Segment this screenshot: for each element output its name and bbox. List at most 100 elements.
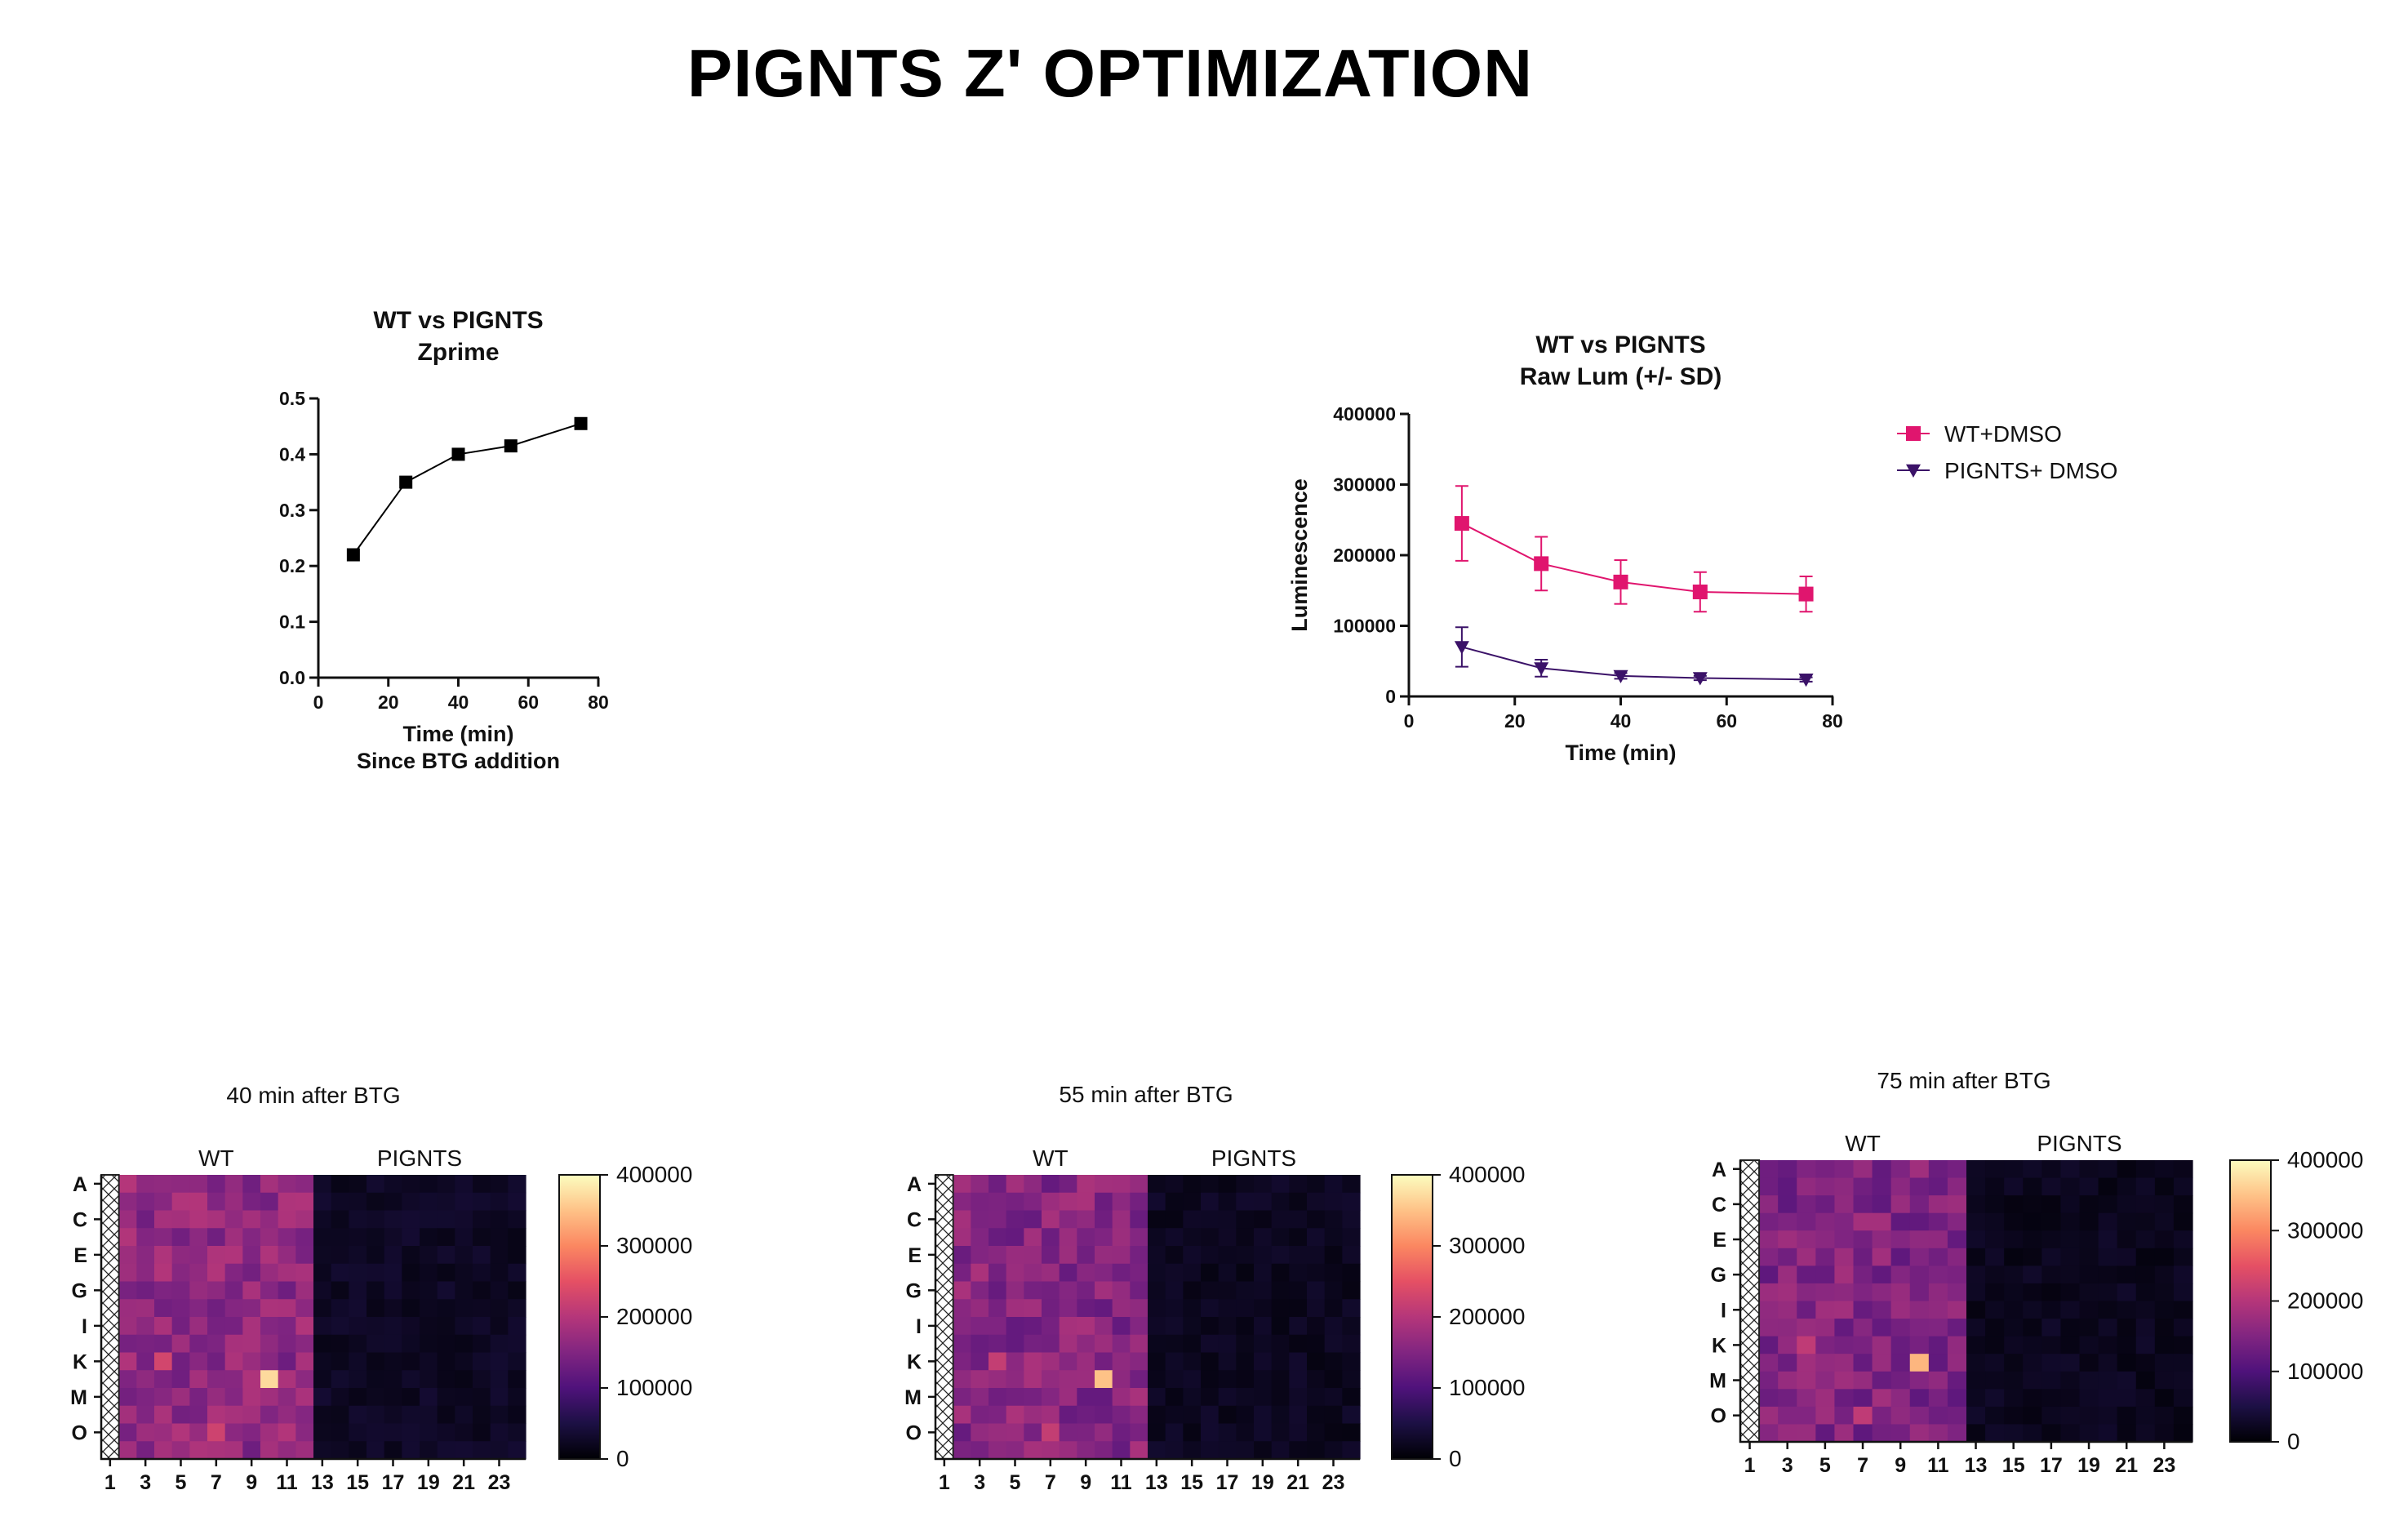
- heatmap-cell: [331, 1192, 349, 1212]
- heatmap-cell: [473, 1370, 491, 1389]
- heatmap-cell: [2060, 1160, 2081, 1179]
- heatmap-cell: [1966, 1265, 1986, 1284]
- heatmap-cell: [278, 1228, 296, 1247]
- heatmap-cell: [490, 1405, 509, 1425]
- heatmap-cell: [1815, 1265, 1836, 1284]
- heatmap-cell: [331, 1299, 349, 1318]
- heatmap-cell: [1307, 1317, 1326, 1336]
- heatmap-cell: [1909, 1265, 1930, 1284]
- heatmap-cell: [989, 1317, 1007, 1336]
- heatmap-cell: [189, 1246, 208, 1265]
- heatmap-cell: [207, 1441, 226, 1460]
- heatmap-cell: [2173, 1406, 2193, 1426]
- heatmap-cell: [420, 1299, 438, 1318]
- heatmap-cell: [1872, 1160, 1892, 1179]
- heatmap-cell: [1778, 1177, 1797, 1196]
- heatmap-cell: [118, 1405, 137, 1425]
- heatmap-cell: [2004, 1371, 2024, 1390]
- heatmap-cell: [1853, 1195, 1873, 1214]
- heatmap-cell: [2041, 1424, 2062, 1443]
- data-point: [574, 416, 588, 430]
- heatmap-cell: [2079, 1354, 2099, 1372]
- heatmap-cell: [1130, 1299, 1148, 1318]
- heatmap-cell: [2135, 1212, 2156, 1231]
- heatmap-cell: [1985, 1212, 2005, 1231]
- heatmap-cell: [1165, 1210, 1184, 1229]
- heatmap-cell: [1797, 1371, 1816, 1390]
- heatmap-cell: [508, 1352, 526, 1371]
- heatmap-cell: [490, 1175, 509, 1194]
- heatmap-cell: [189, 1210, 208, 1229]
- heatmap-cell: [278, 1210, 296, 1229]
- heatmap-cell: [2173, 1195, 2193, 1214]
- heatmap-cell: [207, 1388, 226, 1407]
- heatmap-cell: [136, 1175, 155, 1194]
- heatmap-cell: [2079, 1160, 2099, 1179]
- heatmap-cell: [1201, 1388, 1220, 1407]
- heatmap-cell: [1183, 1246, 1202, 1265]
- heatmap-cell: [490, 1228, 509, 1247]
- heatmap-cell: [935, 1334, 954, 1354]
- heatmap-cell: [1112, 1317, 1131, 1336]
- heatmap-cell: [260, 1228, 279, 1247]
- heatmap-cell: [2004, 1195, 2024, 1214]
- col-label: 19: [2077, 1454, 2100, 1477]
- heatmap-cell: [1095, 1228, 1113, 1247]
- heatmap-cell: [1059, 1228, 1077, 1247]
- heatmap-cell: [1201, 1317, 1220, 1336]
- heatmap-cell: [136, 1370, 155, 1389]
- heatmap-cell: [935, 1299, 954, 1318]
- heatmap-cell: [1042, 1388, 1060, 1407]
- heatmap-cell: [1759, 1265, 1779, 1284]
- heatmap-cell: [420, 1388, 438, 1407]
- heatmap-cell: [953, 1281, 971, 1300]
- heatmap-cell: [2004, 1319, 2024, 1337]
- heatmap-cell: [2041, 1212, 2062, 1231]
- heatmap-cell: [420, 1370, 438, 1389]
- heatmap-cell: [1024, 1441, 1042, 1460]
- heatmap-cell: [935, 1388, 954, 1407]
- heatmap-cell: [295, 1210, 314, 1229]
- heatmap-cell: [935, 1423, 954, 1442]
- heatmap-cell: [189, 1388, 208, 1407]
- col-label: 9: [246, 1471, 257, 1494]
- heatmap-cell: [1853, 1265, 1873, 1284]
- heatmap-cell: [1342, 1370, 1361, 1389]
- heatmap-cell: [207, 1405, 226, 1425]
- heatmap-cell: [154, 1405, 173, 1425]
- heatmap-cell: [1095, 1210, 1113, 1229]
- heatmap-cell: [1834, 1283, 1855, 1302]
- group-label-pignts: PIGNTS: [377, 1145, 462, 1171]
- data-point: [504, 439, 518, 453]
- heatmap-cell: [508, 1299, 526, 1318]
- row-label: G: [906, 1279, 922, 1302]
- x-tick-label: 60: [1716, 710, 1737, 732]
- heatmap-cell: [331, 1334, 349, 1354]
- heatmap-cell: [1042, 1423, 1060, 1442]
- heatmap-cell: [313, 1175, 332, 1194]
- heatmap-cell: [1890, 1301, 1911, 1319]
- y-tick-label: 0.2: [279, 555, 305, 576]
- heatmap-cell: [1289, 1263, 1308, 1283]
- heatmap-cell: [1947, 1265, 1967, 1284]
- heatmap-cell: [455, 1405, 473, 1425]
- heatmap-cell: [101, 1441, 120, 1460]
- heatmap-cell: [1130, 1246, 1148, 1265]
- heatmap-cell: [1024, 1334, 1042, 1354]
- heatmap-cell: [1834, 1177, 1855, 1196]
- heatmap-cell: [118, 1175, 137, 1194]
- heatmap-cell: [1815, 1406, 1836, 1426]
- heatmap-cell: [1853, 1354, 1873, 1372]
- heatmap-cell: [2023, 1301, 2042, 1319]
- heatmap-cell: [313, 1405, 332, 1425]
- heatmap-cell: [402, 1299, 420, 1318]
- heatmap-cell: [1909, 1354, 1930, 1372]
- heatmap-cell: [367, 1192, 385, 1212]
- col-label: 21: [2115, 1454, 2138, 1477]
- heatmap-cell: [455, 1281, 473, 1300]
- heatmap-cell: [935, 1441, 954, 1460]
- y-tick-label: 0.3: [279, 500, 305, 521]
- colorbar-tick-label: 100000: [616, 1375, 692, 1400]
